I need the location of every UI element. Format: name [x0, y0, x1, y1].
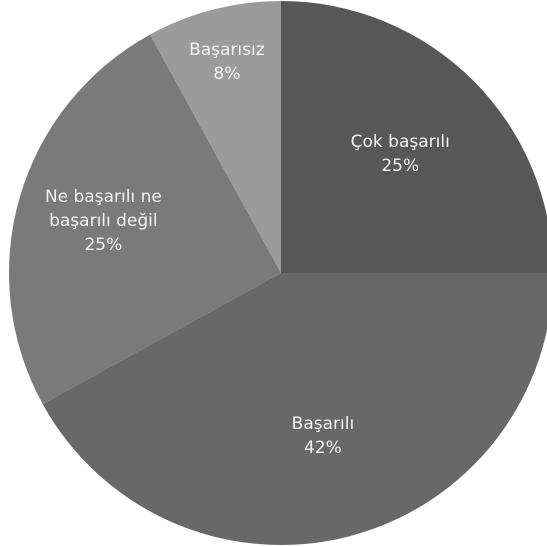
category-label: Çok başarılı	[350, 131, 450, 152]
pie-slice	[281, 1, 547, 273]
slice-label: Başarılı 42%	[263, 412, 383, 460]
slice-label: Çok başarılı 25%	[315, 130, 485, 178]
value-label: 8%	[213, 64, 241, 85]
category-label: Başarılı	[291, 414, 355, 435]
value-label: 42%	[304, 438, 342, 459]
slice-label: Başarısız 8%	[167, 38, 287, 86]
slice-label: Ne başarılı ne başarılı değil 25%	[18, 185, 188, 257]
category-label: Ne başarılı ne başarılı değil	[44, 187, 162, 232]
value-label: 25%	[84, 235, 123, 256]
pie-slice	[42, 273, 547, 545]
pie-slice	[149, 0, 281, 273]
pie-slice	[9, 34, 282, 405]
category-label: Başarısız	[189, 40, 265, 61]
value-label: 25%	[381, 155, 420, 176]
